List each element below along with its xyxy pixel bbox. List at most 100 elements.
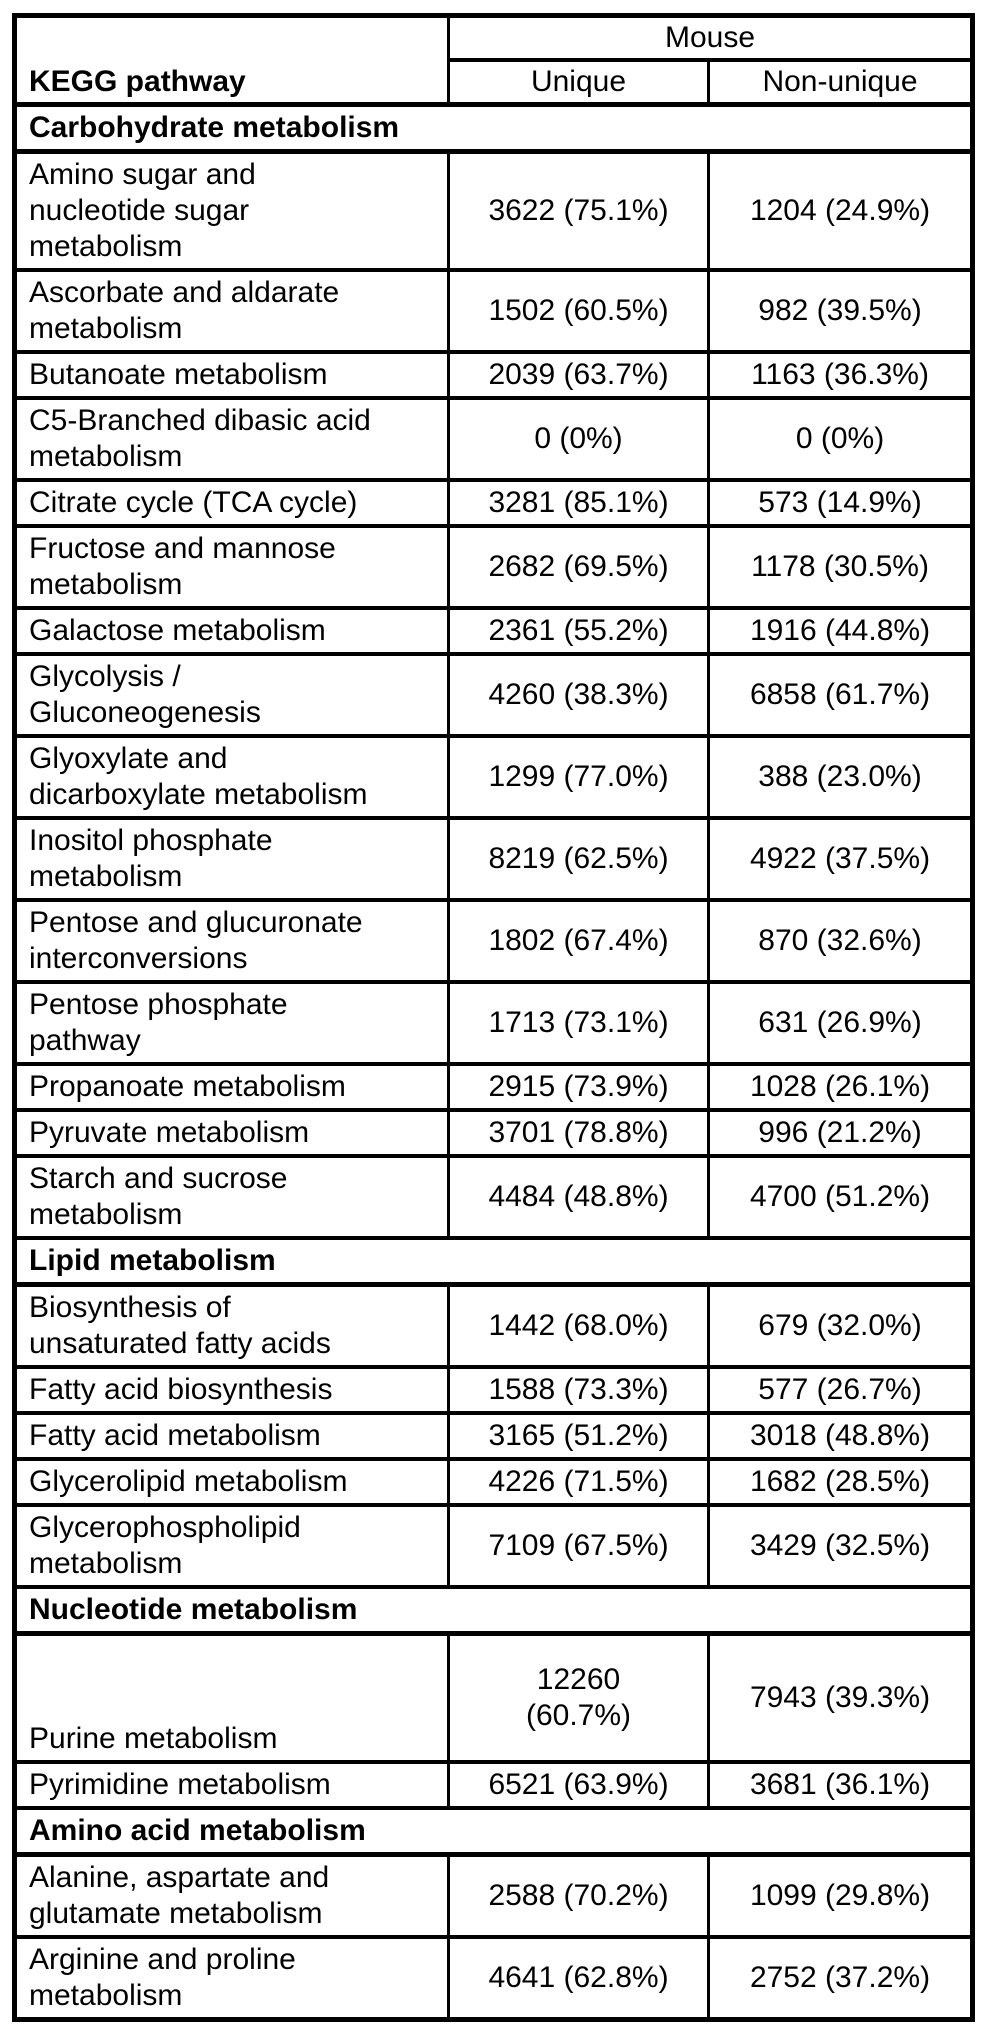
non-unique-value-cell: 1163 (36.3%) [706, 350, 975, 400]
non-unique-value-cell: 3429 (32.5%) [706, 1503, 975, 1589]
table-row: Glycolysis / Gluconeogenesis 4260 (38.3%)… [13, 652, 975, 738]
pathway-name-cell: Propanoate metabolism [13, 1062, 450, 1112]
table-header: KEGG pathway Mouse Unique Non-unique [13, 13, 975, 107]
unique-value-cell: 3701 (78.8%) [447, 1108, 710, 1158]
section-title: Amino acid metabolism [12, 1805, 975, 1857]
unique-value-cell: 2682 (69.5%) [447, 524, 710, 610]
pathway-name-cell: Alanine, aspartate and glutamate metabol… [13, 1852, 450, 1939]
pathway-name-cell: Fatty acid metabolism [13, 1411, 450, 1461]
kegg-pathway-table: KEGG pathway Mouse Unique Non-unique Car… [12, 13, 976, 2022]
pathway-name-cell: Citrate cycle (TCA cycle) [13, 478, 450, 528]
non-unique-value-cell: 4922 (37.5%) [706, 816, 975, 902]
unique-value-cell: 2039 (63.7%) [447, 350, 710, 400]
unique-value-cell: 1442 (68.0%) [447, 1282, 710, 1369]
non-unique-value-cell: 1028 (26.1%) [706, 1062, 975, 1112]
non-unique-value-cell: 0 (0%) [706, 396, 975, 482]
non-unique-value-cell: 2752 (37.2%) [706, 1934, 975, 2021]
table-row: Ascorbate and aldarate metabolism 1502 (6… [13, 268, 975, 354]
table-row: Glycerophospholipid metabolism 7109 (67.5… [13, 1503, 975, 1589]
non-unique-value-cell: 982 (39.5%) [706, 268, 975, 354]
table-row: Inositol phosphate metabolism 8219 (62.5%… [13, 816, 975, 902]
pathway-name-cell: Inositol phosphate metabolism [13, 816, 450, 902]
section-header-row: Lipid metabolism [12, 1236, 975, 1287]
unique-value-cell: 3622 (75.1%) [447, 149, 710, 272]
table-row: C5-Branched dibasic acid metabolism 0 (0%… [13, 396, 975, 482]
unique-value-cell: 1802 (67.4%) [447, 898, 710, 984]
table-row: Propanoate metabolism 2915 (73.9%) 1028 (2… [13, 1062, 975, 1112]
header-sub-row: Unique Non-unique [15, 58, 975, 107]
pathway-name-cell: Purine metabolism [13, 1631, 450, 1764]
unique-value-cell: 1588 (73.3%) [447, 1365, 710, 1415]
section-title: Nucleotide metabolism [12, 1585, 975, 1636]
non-unique-value-cell: 1099 (29.8%) [706, 1852, 975, 1939]
table-row: Fatty acid metabolism 3165 (51.2%) 3018 (4… [13, 1411, 975, 1461]
unique-value-cell: 4641 (62.8%) [447, 1934, 710, 2021]
column-header-unique: Unique [447, 58, 710, 107]
table-row: Biosynthesis of unsaturated fatty acids 1… [13, 1282, 975, 1369]
unique-value-cell: 3281 (85.1%) [447, 478, 710, 528]
table-row: Glyoxylate and dicarboxylate metabolism 1… [13, 734, 975, 820]
pathway-name-cell: Pentose and glucuronate interconversions [13, 898, 450, 984]
non-unique-value-cell: 3018 (48.8%) [706, 1411, 975, 1461]
non-unique-value-cell: 577 (26.7%) [706, 1365, 975, 1415]
table-row: Galactose metabolism 2361 (55.2%) 1916 (44… [13, 606, 975, 656]
unique-value-cell: 1299 (77.0%) [447, 734, 710, 820]
non-unique-value-cell: 870 (32.6%) [706, 898, 975, 984]
table-row: Arginine and proline metabolism 4641 (62.… [13, 1934, 975, 2021]
pathway-name-cell: Ascorbate and aldarate metabolism [13, 268, 450, 354]
table-row: Citrate cycle (TCA cycle) 3281 (85.1%) 573… [13, 478, 975, 528]
non-unique-value-cell: 1204 (24.9%) [706, 149, 975, 272]
section-header-row: Nucleotide metabolism [12, 1585, 975, 1636]
column-header-non-unique: Non-unique [706, 58, 975, 107]
table-row: Alanine, aspartate and glutamate metabol… [13, 1852, 975, 1939]
pathway-name-cell: Pyrimidine metabolism [13, 1759, 450, 1810]
table-row: Amino sugar and nucleotide sugar metabol… [13, 149, 975, 272]
section-title: Lipid metabolism [12, 1236, 975, 1287]
non-unique-value-cell: 3681 (36.1%) [706, 1759, 975, 1810]
non-unique-value-cell: 4700 (51.2%) [706, 1154, 975, 1240]
table-row: Pentose phosphate pathway 1713 (73.1%) 631… [13, 980, 975, 1066]
unique-value-cell: 12260 (60.7%) [447, 1631, 710, 1764]
table-body: Carbohydrate metabolism Amino sugar and n… [12, 102, 975, 2021]
header-group-row: KEGG pathway Mouse [13, 13, 975, 107]
pathway-name-cell: Glyoxylate and dicarboxylate metabolism [13, 734, 450, 820]
table-row: Pyrimidine metabolism 6521 (63.9%) 3681 (3… [13, 1759, 975, 1810]
table-row: Pyruvate metabolism 3701 (78.8%) 996 (21.2… [13, 1108, 975, 1158]
non-unique-value-cell: 1916 (44.8%) [706, 606, 975, 656]
pathway-name-cell: Fatty acid biosynthesis [13, 1365, 450, 1415]
unique-value-cell: 0 (0%) [447, 396, 710, 482]
pathway-name-cell: Galactose metabolism [13, 606, 450, 656]
pathway-name-cell: Starch and sucrose metabolism [13, 1154, 450, 1240]
pathway-name-cell: Biosynthesis of unsaturated fatty acids [13, 1282, 450, 1369]
non-unique-value-cell: 7943 (39.3%) [706, 1631, 975, 1764]
non-unique-value-cell: 631 (26.9%) [706, 980, 975, 1066]
column-header-kegg-pathway: KEGG pathway [13, 13, 450, 107]
table-row: Fatty acid biosynthesis 1588 (73.3%) 577 (… [13, 1365, 975, 1415]
unique-value-cell: 3165 (51.2%) [447, 1411, 710, 1461]
section-title: Carbohydrate metabolism [12, 102, 975, 154]
pathway-name-cell: Glycolysis / Gluconeogenesis [13, 652, 450, 738]
non-unique-value-cell: 679 (32.0%) [706, 1282, 975, 1369]
section-header-row: Carbohydrate metabolism [12, 102, 975, 154]
unique-value-cell: 6521 (63.9%) [447, 1759, 710, 1810]
table-row: Purine metabolism 12260 (60.7%) 7943 (39.3… [13, 1631, 975, 1764]
unique-value-cell: 2588 (70.2%) [447, 1852, 710, 1939]
section-header-row: Amino acid metabolism [12, 1805, 975, 1857]
column-group-header-mouse: Mouse [446, 13, 975, 62]
unique-value-cell: 8219 (62.5%) [447, 816, 710, 902]
unique-value-cell: 4226 (71.5%) [447, 1457, 710, 1507]
pathway-name-cell: Pyruvate metabolism [13, 1108, 450, 1158]
unique-value-cell: 2361 (55.2%) [447, 606, 710, 656]
table-row: Fructose and mannose metabolism 2682 (69.… [13, 524, 975, 610]
unique-value-cell: 7109 (67.5%) [447, 1503, 710, 1589]
pathway-name-cell: C5-Branched dibasic acid metabolism [13, 396, 450, 482]
pathway-name-cell: Pentose phosphate pathway [13, 980, 450, 1066]
pathway-name-cell: Amino sugar and nucleotide sugar metabol… [13, 149, 450, 272]
unique-value-cell: 4484 (48.8%) [447, 1154, 710, 1240]
non-unique-value-cell: 1178 (30.5%) [706, 524, 975, 610]
table-row: Pentose and glucuronate interconversions… [13, 898, 975, 984]
pathway-name-cell: Glycerolipid metabolism [13, 1457, 450, 1507]
table-row: Starch and sucrose metabolism 4484 (48.8%… [13, 1154, 975, 1240]
table-row: Butanoate metabolism 2039 (63.7%) 1163 (36… [13, 350, 975, 400]
